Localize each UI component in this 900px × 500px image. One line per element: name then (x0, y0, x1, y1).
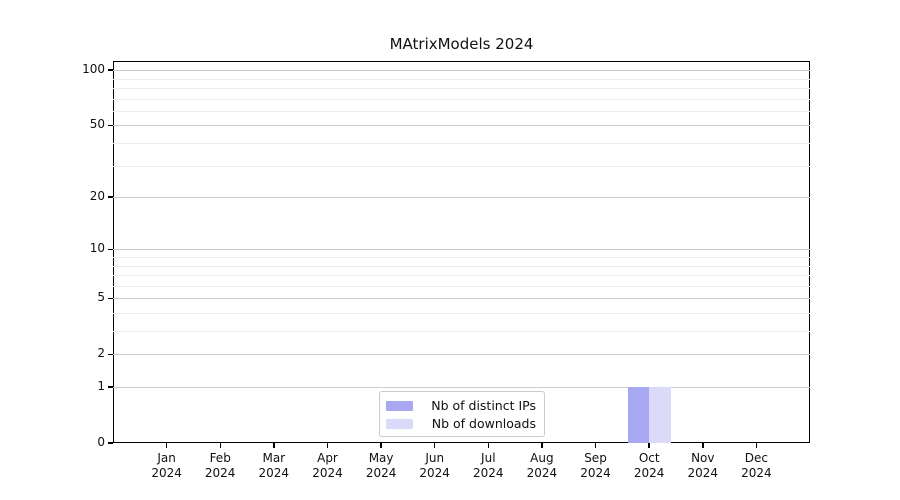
plot-area (113, 61, 810, 443)
legend-label-downloads: Nb of downloads (431, 416, 536, 431)
x-tick (594, 443, 597, 448)
gridline-minor (113, 285, 810, 287)
legend-entry-downloads: Nb of downloads (386, 415, 536, 432)
y-tick (108, 124, 113, 126)
x-tick-label: Oct 2024 (633, 451, 665, 480)
gridline-minor (113, 331, 810, 332)
x-tick (219, 443, 221, 448)
y-tick (108, 248, 113, 250)
gridline-major (113, 197, 810, 198)
x-tick (273, 443, 275, 448)
x-tick (702, 443, 704, 448)
x-tick (648, 443, 650, 448)
legend-swatch-downloads (386, 418, 413, 429)
y-tick (108, 386, 113, 388)
gridline-minor (113, 110, 810, 112)
y-tick (108, 196, 113, 198)
y-tick-label: 5 (97, 290, 105, 305)
legend-swatch-distinct-ips (386, 400, 413, 411)
chart-title: MAtrixModels 2024 (389, 35, 534, 53)
bar-distinct-ips (627, 387, 650, 443)
gridline-major (113, 387, 810, 388)
x-tick-label: Jul 2024 (473, 451, 504, 480)
y-tick (108, 297, 113, 299)
gridline-major (113, 298, 810, 300)
gridline-major (113, 354, 810, 356)
x-tick-label: Jan 2024 (151, 451, 182, 480)
x-tick (165, 443, 168, 448)
x-tick (487, 443, 490, 448)
gridline-minor (113, 142, 810, 144)
y-tick (108, 442, 113, 444)
x-tick-label: Apr 2024 (312, 451, 343, 480)
x-tick-label: Feb 2024 (204, 451, 236, 480)
legend: Nb of distinct IPs Nb of downloads (379, 391, 545, 437)
legend-label-distinct-ips: Nb of distinct IPs (431, 398, 536, 413)
x-tick-label: Nov 2024 (687, 451, 719, 480)
x-tick (541, 443, 543, 448)
legend-entry-distinct-ips: Nb of distinct IPs (386, 397, 536, 414)
x-tick (755, 443, 758, 448)
y-tick (108, 69, 113, 71)
x-tick-label: May 2024 (365, 451, 397, 480)
y-tick-label: 100 (82, 62, 105, 77)
x-tick-label: Aug 2024 (526, 451, 558, 480)
x-tick (326, 443, 329, 448)
gridline-minor (113, 165, 810, 167)
bar-downloads (649, 387, 671, 443)
gridline-major (113, 70, 810, 72)
gridline-minor (113, 78, 810, 80)
y-tick-label: 1 (97, 379, 105, 393)
gridline-minor (113, 98, 810, 100)
gridline-major (113, 249, 810, 251)
gridline-minor (113, 312, 810, 314)
x-tick-label: Jun 2024 (419, 451, 450, 480)
gridline-minor (113, 87, 810, 89)
y-tick-label: 20 (89, 189, 105, 203)
x-tick-label: Dec 2024 (741, 451, 772, 480)
x-tick (433, 443, 436, 448)
x-tick-label: Sep 2024 (580, 451, 611, 480)
y-tick-label: 10 (89, 241, 105, 256)
y-tick-label: 2 (97, 346, 105, 361)
gridline-major (113, 125, 810, 127)
y-tick-label: 0 (97, 435, 105, 449)
gridline-minor (113, 256, 810, 258)
gridline-minor (113, 265, 810, 267)
x-tick-label: Mar 2024 (258, 451, 290, 480)
y-tick (108, 353, 113, 355)
gridline-minor (113, 275, 810, 276)
y-tick-label: 50 (89, 117, 105, 132)
x-tick (380, 443, 382, 448)
